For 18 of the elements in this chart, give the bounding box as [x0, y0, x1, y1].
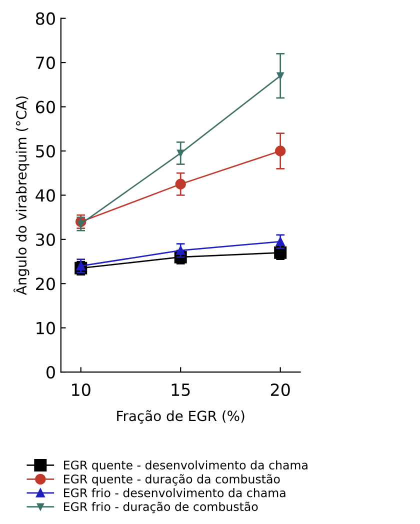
x-axis-title: Fração de EGR (%) [117, 410, 244, 424]
x-tick-label: 20 [270, 383, 290, 396]
y-tick-label: 10 [36, 322, 55, 334]
legend-label: EGR quente - desenvolvimento da chama [64, 460, 308, 472]
y-tick-label: 60 [36, 100, 55, 114]
y-tick-label: 50 [36, 144, 55, 158]
y-tick-label: 40 [36, 189, 55, 202]
legend-label: EGR frio - duração de combustão [64, 502, 258, 514]
y-axis-title: Ângulo do virabrequim (°CA) [14, 96, 30, 296]
y-tick-label: 30 [36, 233, 55, 246]
x-tick-label: 15 [172, 384, 190, 396]
y-tick-label: 0 [46, 366, 55, 379]
x-tick-label: 10 [72, 383, 90, 396]
y-tick-label: 20 [36, 278, 55, 290]
y-tick-label: 80 [36, 12, 55, 25]
legend-label: EGR quente - duração da combustão [64, 474, 280, 486]
y-tick-label: 70 [36, 56, 55, 70]
legend-label: EGR frio - desenvolvimento da chama [64, 488, 286, 498]
